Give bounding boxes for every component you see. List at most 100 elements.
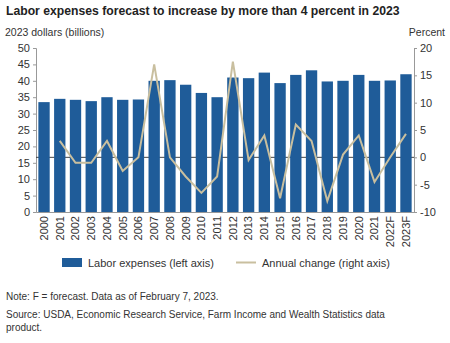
- legend-label: Annual change (right axis): [262, 257, 390, 269]
- bar: [149, 81, 160, 212]
- x-tick-label: 2011: [211, 216, 223, 240]
- note: Note: F = forecast. Data as of February …: [6, 291, 219, 302]
- y-tick-mark: [33, 179, 36, 180]
- y2-tick-label: -10: [420, 206, 436, 218]
- y-tick-label: 0: [24, 206, 30, 218]
- x-tick: 2012: [227, 216, 239, 240]
- legend: Labor expenses (left axis)Annual change …: [62, 257, 390, 269]
- y-tick-label: 35: [18, 91, 30, 103]
- note: product.: [6, 322, 42, 333]
- y-tick: 35: [18, 91, 36, 103]
- y2-tick-mark: [414, 185, 417, 186]
- y-axis: 05101520253035404550: [18, 42, 37, 218]
- x-tick-label: 2015: [274, 216, 286, 240]
- x-tick-label: 2017: [305, 216, 317, 240]
- bar: [180, 85, 191, 212]
- y-tick: 25: [18, 124, 36, 136]
- legend-item: Annual change (right axis): [236, 257, 390, 269]
- y2-axis-title: Percent: [409, 26, 445, 38]
- legend-swatch: [62, 258, 82, 267]
- x-tick: 2005: [117, 216, 129, 240]
- x-tick: 2001: [54, 216, 66, 240]
- x-tick-label: 2009: [180, 216, 192, 240]
- x-tick-label: 2005: [117, 216, 129, 240]
- y-tick-label: 20: [18, 140, 30, 152]
- bar: [369, 81, 380, 212]
- bar: [274, 83, 285, 212]
- x-tick: 2014: [258, 216, 270, 240]
- x-tick-label: 2016: [290, 216, 302, 240]
- x-tick-label: 2006: [132, 216, 144, 240]
- y-tick-label: 30: [18, 108, 30, 120]
- y2-tick-label: 10: [420, 97, 432, 109]
- x-tick: 2000: [38, 216, 50, 240]
- x-tick-label: 2008: [164, 216, 176, 240]
- x-tick-label: 2020: [353, 216, 365, 240]
- y-tick-mark: [33, 163, 36, 164]
- x-tick: 2016: [290, 216, 302, 240]
- y-tick-mark: [33, 196, 36, 197]
- x-tick: 2011: [211, 216, 223, 240]
- y2-tick-mark: [414, 48, 417, 49]
- y2-tick: -5: [414, 179, 430, 191]
- y2-tick: 10: [414, 97, 432, 109]
- bar: [353, 75, 364, 212]
- y2-tick: 20: [414, 42, 432, 54]
- y2-tick-mark: [414, 157, 417, 158]
- y2-tick-label: -5: [420, 179, 430, 191]
- y-tick-mark: [33, 114, 36, 115]
- legend-swatch: [236, 262, 256, 264]
- x-tick: 2022F: [384, 216, 396, 247]
- x-tick-label: 2018: [321, 216, 333, 240]
- y2-tick: 0: [414, 151, 426, 163]
- y2-tick-mark: [414, 103, 417, 104]
- y-tick: 10: [18, 173, 36, 185]
- y2-tick-label: 15: [420, 69, 432, 81]
- y-tick: 5: [24, 190, 36, 202]
- y-tick-label: 5: [24, 190, 30, 202]
- x-tick-label: 2010: [195, 216, 207, 240]
- y-tick: 15: [18, 157, 36, 169]
- bar: [164, 80, 175, 212]
- y-tick-mark: [33, 81, 36, 82]
- x-tick: 2017: [305, 216, 317, 240]
- x-tick-label: 2022F: [384, 216, 396, 247]
- y-tick-mark: [33, 130, 36, 131]
- y-tick-label: 50: [18, 42, 30, 54]
- y-tick-label: 25: [18, 124, 30, 136]
- bar-series: [38, 70, 411, 212]
- y-tick: 30: [18, 108, 36, 120]
- x-tick: 2015: [274, 216, 286, 240]
- bar: [54, 99, 65, 212]
- line: [60, 62, 406, 201]
- y-tick-label: 45: [18, 58, 30, 70]
- x-tick: 2021: [368, 216, 380, 240]
- x-tick-label: 2003: [85, 216, 97, 240]
- y-tick-mark: [33, 64, 36, 65]
- x-tick: 2013: [242, 216, 254, 240]
- y-tick: 20: [18, 140, 36, 152]
- x-tick: 2009: [180, 216, 192, 240]
- x-tick-label: 2023F: [400, 216, 412, 247]
- x-tick-label: 2014: [258, 216, 270, 240]
- x-tick: 2008: [164, 216, 176, 240]
- x-axis: 2000200120022003200420052006200720082009…: [37, 213, 415, 248]
- bar: [101, 97, 112, 212]
- x-tick-label: 2013: [242, 216, 254, 240]
- plot-area: 05101520253035404550-10-5051015202000200…: [18, 42, 436, 247]
- x-tick-label: 2019: [337, 216, 349, 240]
- bar: [38, 102, 49, 212]
- y2-tick-mark: [414, 130, 417, 131]
- chart-title: Labor expenses forecast to increase by m…: [6, 4, 400, 18]
- y2-tick-label: 5: [420, 124, 426, 136]
- y-tick-mark: [33, 146, 36, 147]
- y-tick-mark: [33, 97, 36, 98]
- x-tick: 2007: [148, 216, 160, 240]
- bar: [243, 78, 254, 212]
- note: Source: USDA, Economic Research Service,…: [6, 309, 385, 320]
- y2-tick: 5: [414, 124, 426, 136]
- x-tick-label: 2007: [148, 216, 160, 240]
- bar: [400, 74, 411, 212]
- x-tick: 2019: [337, 216, 349, 240]
- x-tick: 2003: [85, 216, 97, 240]
